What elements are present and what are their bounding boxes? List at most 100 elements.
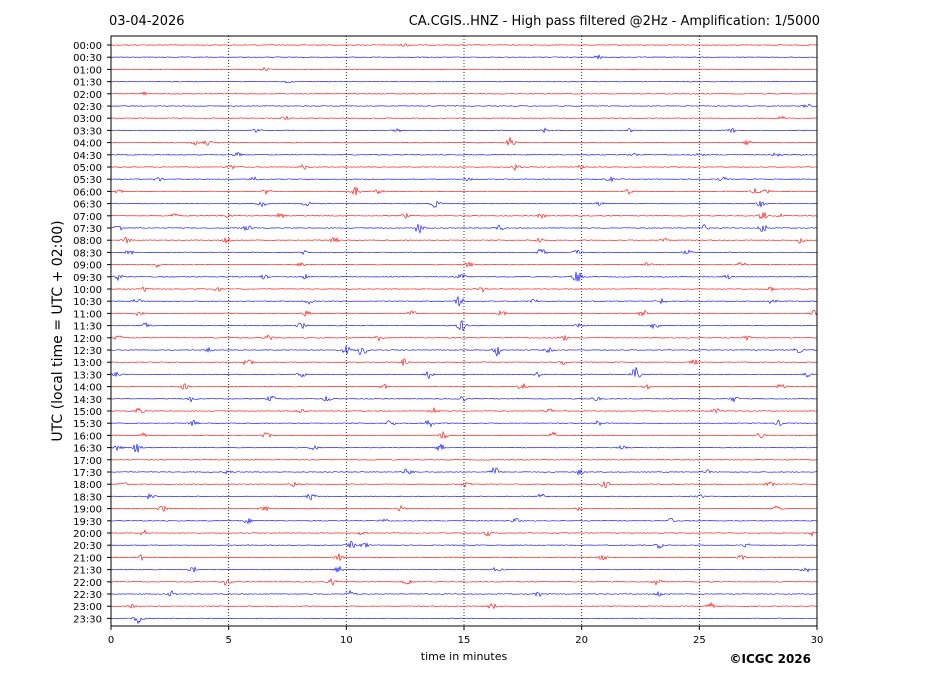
copyright-label: ©ICGC 2026 [729,652,811,666]
trace-1000 [110,286,818,293]
trace-1730 [111,466,818,476]
trace-0700 [110,212,818,220]
trace-0430 [110,152,818,158]
y-tick-label: 17:00 [73,456,102,467]
y-tick-label: 11:00 [73,309,102,320]
y-tick-label: 02:00 [73,90,102,101]
trace-lines [110,43,818,625]
y-tick-label: 09:00 [73,261,102,272]
y-tick-label: 15:30 [73,419,102,430]
y-tick-label: 23:00 [73,602,102,613]
trace-1400 [110,383,818,391]
trace-0930 [110,271,818,282]
trace-2230 [110,589,818,598]
y-tick-label: 18:30 [73,492,102,503]
trace-0530 [110,176,818,183]
y-tick-label: 16:00 [73,431,102,442]
x-tick-label: 25 [693,635,706,646]
plot-frame [110,35,818,627]
y-tick-label: 21:30 [73,566,102,577]
trace-0100 [110,66,818,71]
y-tick-label: 04:00 [73,139,102,150]
y-tick-label: 13:30 [73,370,102,381]
trace-1230 [110,345,818,357]
y-axis-label: UTC (local time = UTC + 02:00) [50,220,66,441]
y-tick-label: 18:00 [73,480,102,491]
y-tick-label: 03:30 [73,126,102,137]
trace-0330 [110,127,818,134]
y-tick-label: 01:30 [73,78,102,89]
y-tick-label: 13:00 [73,358,102,369]
trace-1800 [110,481,818,489]
y-tick-label: 17:30 [73,468,102,479]
trace-0000 [110,43,818,47]
y-tick-label: 03:00 [73,114,102,125]
y-tick-label: 10:00 [73,285,102,296]
y-tick-label: 05:00 [73,163,102,174]
y-tick-label: 07:30 [73,224,102,235]
trace-0600 [110,186,818,196]
y-tick-label: 23:30 [73,614,102,625]
x-tick-label: 15 [458,635,471,646]
x-axis-label: time in minutes [421,650,508,663]
y-tick-label: 06:30 [73,200,102,211]
y-tick-label: 12:30 [73,346,102,357]
y-tick-label: 19:30 [73,517,102,528]
trace-0130 [110,80,818,84]
trace-1330 [110,366,818,380]
y-tick-label: 20:00 [73,529,102,540]
trace-0730 [110,224,818,234]
trace-1630 [110,443,818,453]
trace-1500 [110,407,818,414]
y-tick-label: 19:00 [73,505,102,516]
vertical-gridlines [228,36,700,626]
trace-2200 [110,577,818,586]
y-tick-label: 07:00 [73,212,102,223]
y-tick-label: 05:30 [73,175,102,186]
trace-0400 [110,137,818,146]
y-tick-label: 04:30 [73,151,102,162]
trace-1430 [110,395,818,403]
y-tick-label: 15:00 [73,407,102,418]
trace-0800 [110,236,818,245]
trace-0830 [110,248,818,256]
x-tick-label: 30 [811,635,824,646]
y-tick-label: 16:30 [73,444,102,455]
y-tick-label: 09:30 [73,273,102,284]
trace-1830 [110,493,818,501]
trace-2300 [110,601,818,610]
trace-0200 [110,91,818,96]
trace-2330 [110,617,818,625]
x-tick-label: 20 [575,635,588,646]
x-tick-label: 5 [225,635,231,646]
y-tick-label: 21:00 [73,553,102,564]
chart-title: CA.CGIS..HNZ - High pass filtered @2Hz -… [409,14,820,29]
y-tick-label: 11:30 [73,322,102,333]
y-tick-label: 08:30 [73,248,102,259]
trace-1600 [110,430,818,440]
trace-2000 [110,529,818,538]
trace-1300 [110,358,818,366]
y-tick-label: 10:30 [73,297,102,308]
trace-2130 [110,565,818,573]
trace-1900 [110,504,818,513]
trace-1700 [110,459,818,461]
trace-1030 [110,295,818,307]
y-tick-label: 20:30 [73,541,102,552]
trace-0500 [110,164,818,172]
y-tick-label: 06:00 [73,187,102,198]
trace-1100 [110,309,818,317]
y-tick-label: 14:30 [73,395,102,406]
trace-1130 [110,319,818,332]
x-tick-label: 10 [340,635,353,646]
trace-1530 [110,419,818,428]
y-tick-label: 02:30 [73,102,102,113]
y-tick-label: 22:30 [73,590,102,601]
trace-0630 [110,200,818,208]
trace-0900 [110,261,818,269]
trace-0030 [110,54,818,60]
y-tick-label: 12:00 [73,334,102,345]
trace-2030 [110,540,818,549]
